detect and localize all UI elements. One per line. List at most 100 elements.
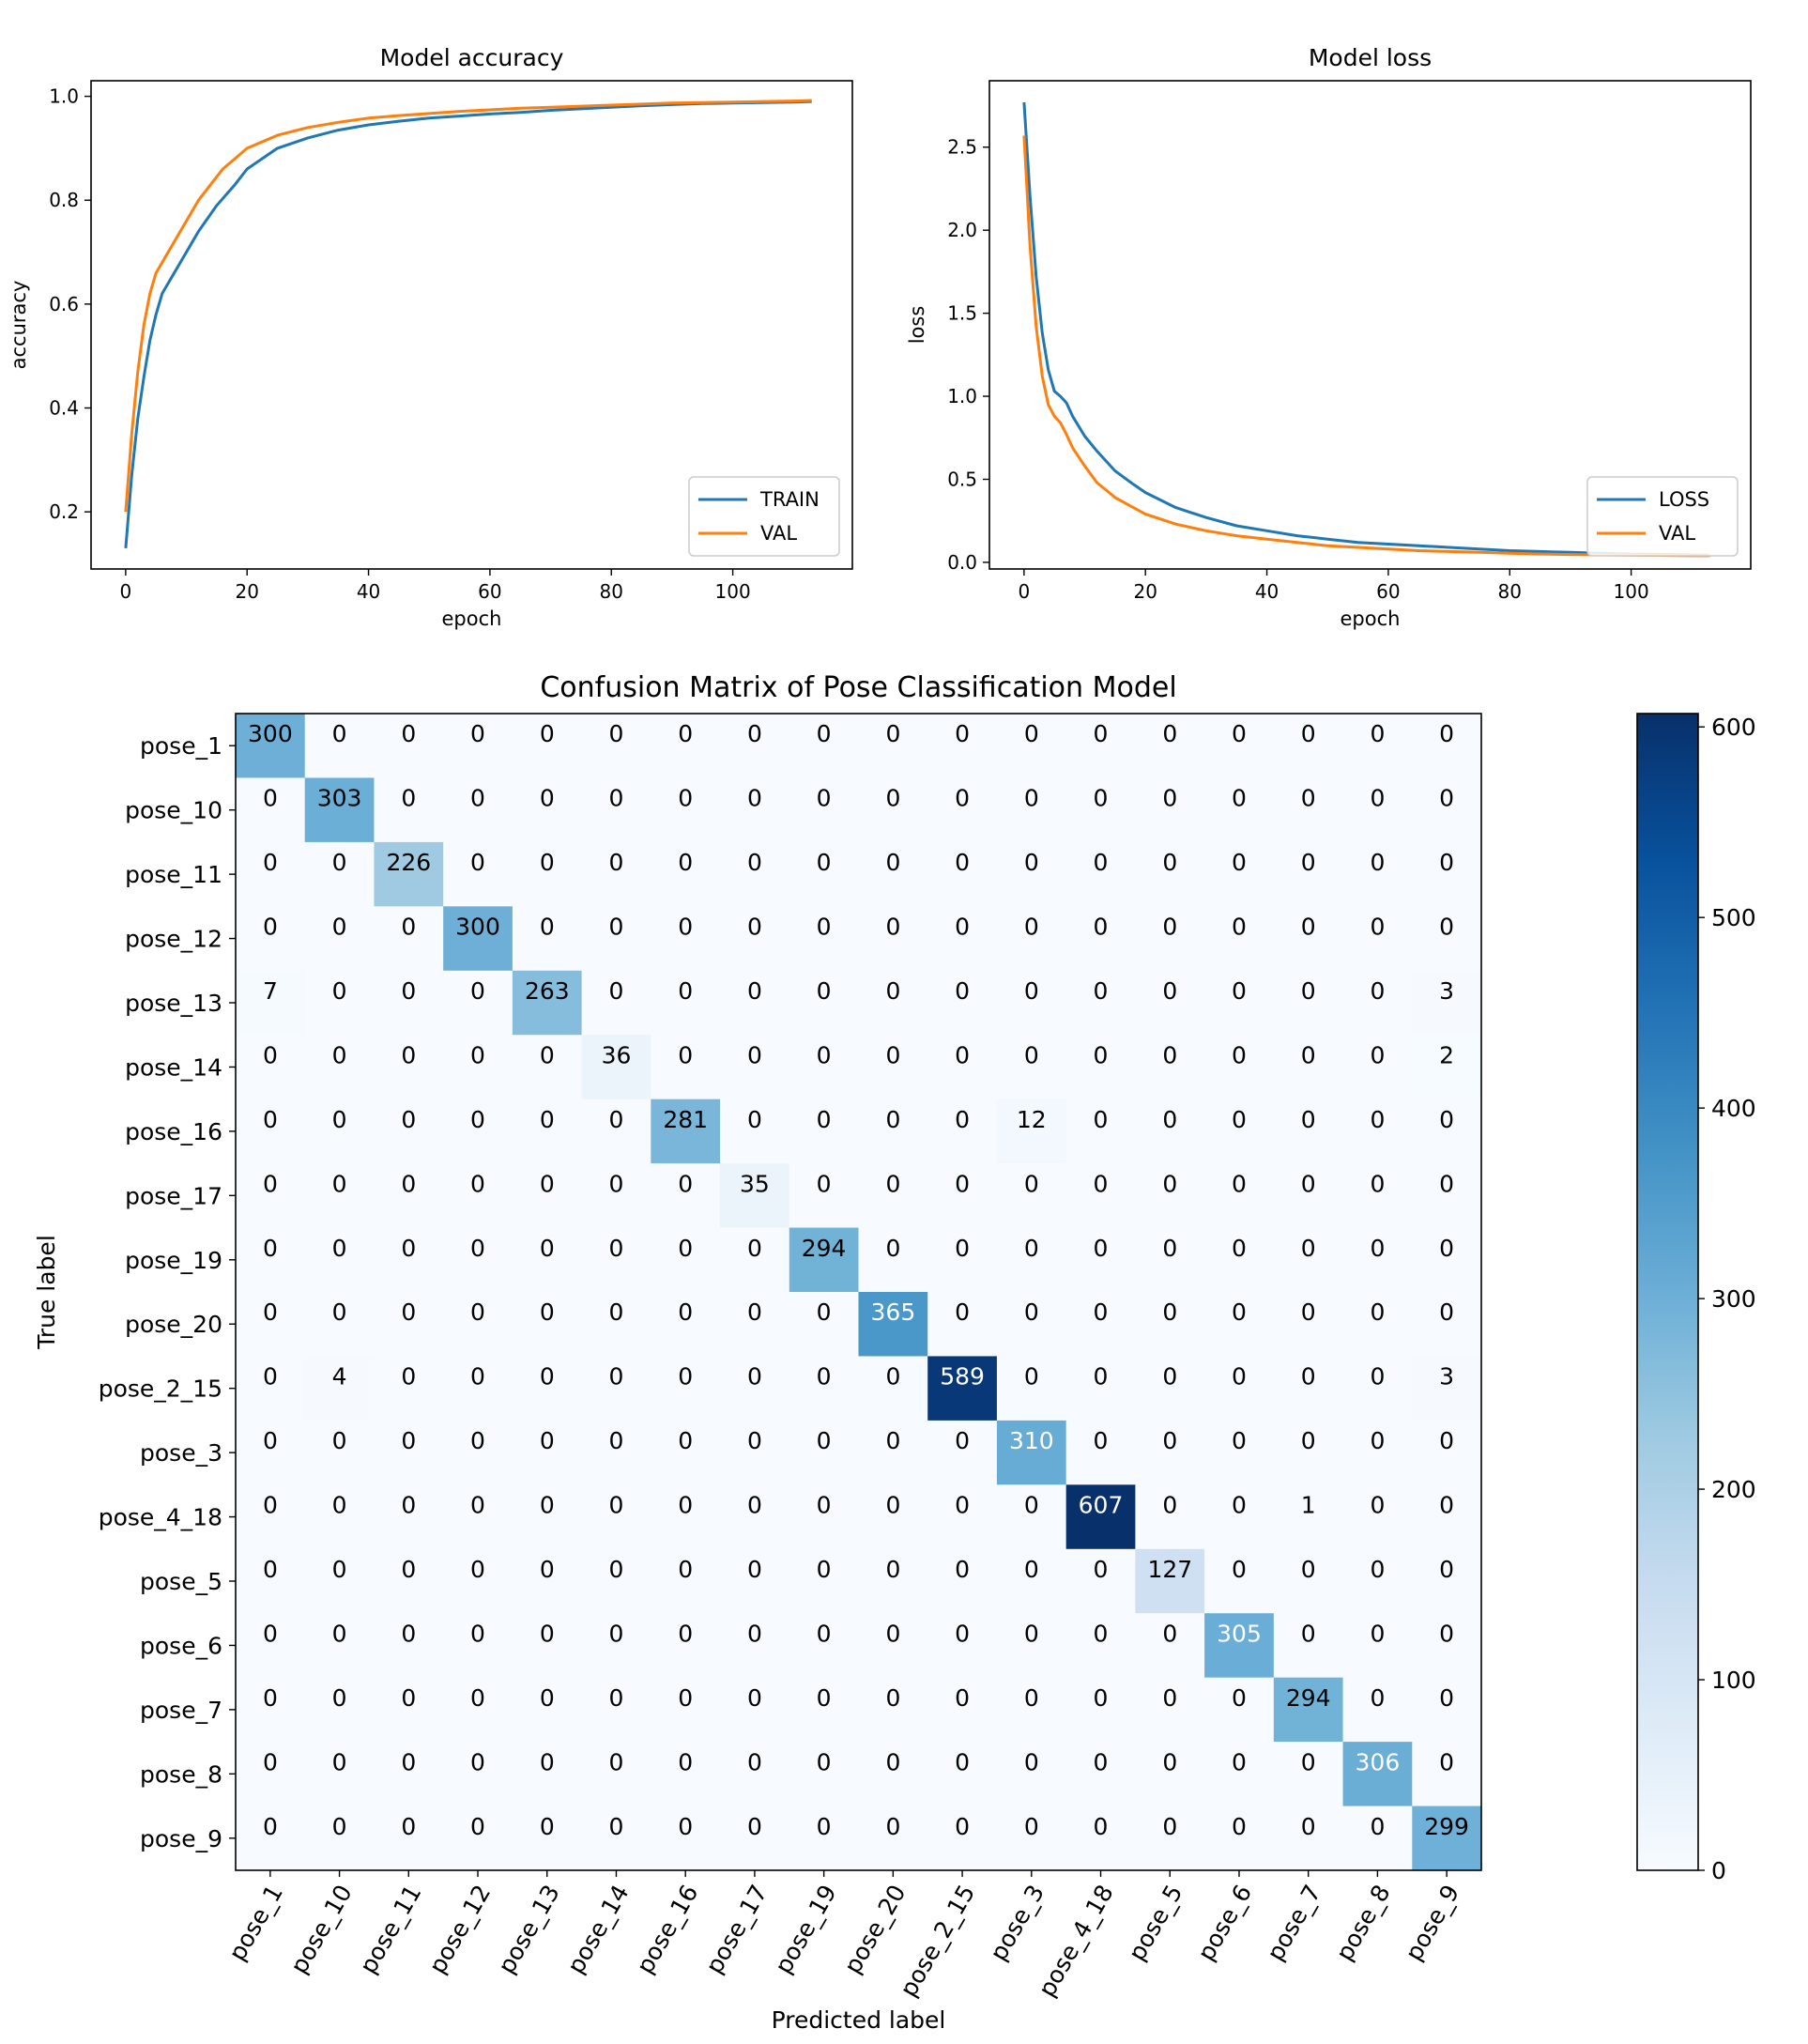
cm-cell xyxy=(512,1227,583,1293)
cm-cell-value: 0 xyxy=(747,1041,762,1068)
cm-cell-value: 0 xyxy=(1370,1106,1385,1133)
cm-cell-value: 0 xyxy=(747,1363,762,1391)
cm-cell-value: 0 xyxy=(1024,1748,1039,1775)
cm-cell-value: 0 xyxy=(817,1427,832,1454)
cm-cell-value: 0 xyxy=(1094,1106,1109,1133)
cm-cell-value: 0 xyxy=(609,1684,624,1712)
cm-cell-value: 0 xyxy=(1232,1363,1247,1391)
cm-cell xyxy=(443,1677,513,1743)
cm-y-tick-label: pose_3 xyxy=(140,1439,222,1467)
cm-cell-value: 0 xyxy=(747,720,762,747)
cm-cell xyxy=(236,714,306,779)
cm-cell xyxy=(720,1484,790,1550)
cm-cell-value: 0 xyxy=(747,914,762,941)
cm-cell-value: 36 xyxy=(602,1041,632,1068)
cm-cell-value: 0 xyxy=(609,1235,624,1262)
cm-cell-value: 0 xyxy=(1439,1170,1454,1197)
cm-x-tick-label: pose_5 xyxy=(1123,1881,1187,1966)
cm-cell-value: 0 xyxy=(747,849,762,876)
cm-cell-value: 2 xyxy=(1439,1041,1454,1068)
cm-cell-value: 0 xyxy=(1370,1813,1385,1840)
cm-x-tick-label: pose_6 xyxy=(1192,1881,1257,1966)
cm-cell xyxy=(1135,714,1205,779)
cm-cell xyxy=(443,1356,513,1422)
cm-cell xyxy=(1204,777,1275,843)
cm-cell-value: 0 xyxy=(1301,1748,1316,1775)
cm-cell-value: 0 xyxy=(817,1813,832,1840)
cm-cell xyxy=(1273,841,1344,907)
cm-cell-value: 0 xyxy=(955,1427,970,1454)
cm-cell xyxy=(1273,1548,1344,1614)
cm-cell xyxy=(1342,1035,1413,1100)
cm-cell xyxy=(927,1163,998,1229)
cm-cell-value: 0 xyxy=(470,1813,485,1840)
cm-cell xyxy=(443,1035,513,1100)
cm-cell-value: 0 xyxy=(1370,849,1385,876)
cm-cell-value: 0 xyxy=(1301,1106,1316,1133)
cm-cell-value: 0 xyxy=(747,1620,762,1647)
cm-cell-value: 0 xyxy=(332,977,347,1005)
cm-cell xyxy=(927,1677,998,1743)
cm-cell-value: 0 xyxy=(1370,914,1385,941)
cm-cell-value: 0 xyxy=(1439,1620,1454,1647)
cm-cell-value: 0 xyxy=(747,1106,762,1133)
cm-cell-value: 0 xyxy=(1370,1170,1385,1197)
cm-cell-value: 0 xyxy=(1232,1235,1247,1262)
loss-x-tick-label: 40 xyxy=(1255,580,1279,603)
cm-cell xyxy=(1342,1548,1413,1614)
cm-cell-value: 0 xyxy=(263,1235,278,1262)
cm-cell-value: 0 xyxy=(1094,1170,1109,1197)
cm-cell-value: 0 xyxy=(885,1106,900,1133)
cm-cell-value: 226 xyxy=(386,849,431,876)
cm-cell xyxy=(1342,1806,1413,1871)
cm-cell-value: 0 xyxy=(401,785,416,812)
cm-cell xyxy=(927,1806,998,1871)
cm-cell-value: 0 xyxy=(263,1556,278,1583)
cm-cell-value: 127 xyxy=(1147,1556,1192,1583)
cm-cell xyxy=(858,841,928,907)
cm-cell xyxy=(720,1548,790,1614)
cm-cell xyxy=(236,1356,306,1422)
cm-cell-value: 0 xyxy=(678,1363,693,1391)
cm-cell-value: 0 xyxy=(1370,1363,1385,1391)
loss-legend-label-loss: LOSS xyxy=(1659,488,1709,511)
cm-cell-value: 0 xyxy=(540,1041,555,1068)
cm-cell xyxy=(236,1613,306,1679)
cm-cell-value: 0 xyxy=(678,914,693,941)
cm-cell xyxy=(858,1484,928,1550)
cm-cell-value: 0 xyxy=(1232,1813,1247,1840)
cm-cell-value: 0 xyxy=(955,1620,970,1647)
cm-cell-value: 0 xyxy=(678,1427,693,1454)
cm-cell xyxy=(996,1035,1067,1100)
cm-cell-value: 0 xyxy=(263,914,278,941)
cm-cell-value: 0 xyxy=(1301,1299,1316,1326)
cm-cell xyxy=(858,1099,928,1164)
cm-cell-value: 0 xyxy=(817,1170,832,1197)
cm-cell xyxy=(236,1677,306,1743)
cm-cell-value: 0 xyxy=(885,720,900,747)
cm-cell-value: 0 xyxy=(955,977,970,1005)
cm-cell-value: 0 xyxy=(332,849,347,876)
cm-cell xyxy=(1412,1484,1482,1550)
cm-cell xyxy=(374,1613,444,1679)
cm-cell xyxy=(1273,970,1344,1036)
cm-cell xyxy=(651,1548,721,1614)
cm-x-label: Predicted label xyxy=(772,2006,946,2034)
cm-cell-value: 0 xyxy=(540,1427,555,1454)
cm-cell-value: 0 xyxy=(747,1299,762,1326)
cm-y-tick-label: pose_6 xyxy=(140,1632,222,1659)
cm-cell xyxy=(1412,714,1482,779)
cm-cell xyxy=(720,1292,790,1358)
cm-cell-value: 281 xyxy=(663,1106,708,1133)
cm-x-tick-label: pose_10 xyxy=(285,1881,358,1978)
cm-cell xyxy=(1342,1099,1413,1164)
cm-y-tick-label: pose_4_18 xyxy=(99,1504,222,1531)
cm-cell-value: 0 xyxy=(609,785,624,812)
cm-cell xyxy=(1273,1484,1344,1550)
cm-cell xyxy=(512,1742,583,1807)
cm-x-tick-label: pose_13 xyxy=(493,1881,565,1978)
cm-cell xyxy=(581,1484,651,1550)
cm-cell xyxy=(374,1099,444,1164)
cm-cell xyxy=(1065,1099,1136,1164)
cm-cell-value: 0 xyxy=(817,1684,832,1712)
